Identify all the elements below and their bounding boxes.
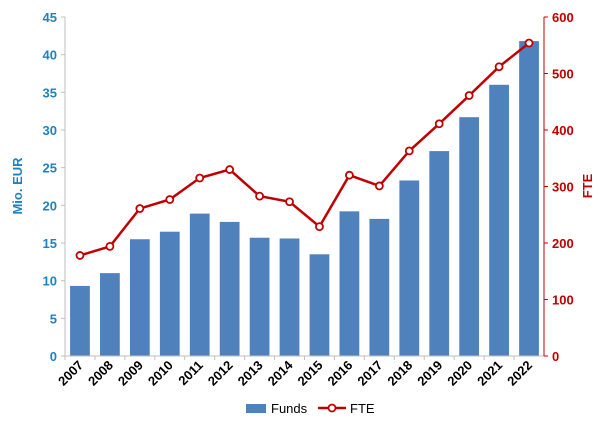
fte-point-2007 <box>75 251 85 260</box>
left-tick-label: 0 <box>50 349 57 364</box>
fte-point-2021 <box>494 62 504 72</box>
x-tick-label-2008: 2008 <box>85 358 116 389</box>
fte-point-2010 <box>165 195 175 204</box>
funds-bar-2015 <box>309 254 330 356</box>
fte-point-2014 <box>285 197 294 207</box>
x-tick-label-2009: 2009 <box>115 358 146 389</box>
right-tick-label: 200 <box>552 236 574 251</box>
fte-point-2019 <box>434 119 444 129</box>
left-tick-label: 20 <box>43 198 57 213</box>
x-tick-label-2007: 2007 <box>55 358 86 389</box>
right-axis-title: FTE <box>580 173 595 198</box>
fte-point-2022 <box>524 38 534 48</box>
x-tick-label-2019: 2019 <box>414 358 445 389</box>
left-tick-label: 15 <box>43 236 57 251</box>
funds-bar-2007 <box>70 285 90 356</box>
x-tick-label-2020: 2020 <box>444 358 475 389</box>
x-tick-label-2011: 2011 <box>175 358 206 389</box>
left-tick-label: 45 <box>43 10 57 25</box>
fte-point-2011 <box>195 173 205 183</box>
x-tick-label-2013: 2013 <box>235 358 266 389</box>
legend-funds-swatch <box>246 404 266 413</box>
x-tick-label-2021: 2021 <box>474 358 505 389</box>
x-tick-label-2016: 2016 <box>324 358 355 389</box>
funds-bar-2019 <box>429 151 450 356</box>
legend: Funds FTE <box>246 401 375 416</box>
right-tick-label: 400 <box>552 123 574 138</box>
right-axis-ticks: 0 100 200 300 400 500 600 <box>543 10 574 364</box>
left-tick-label: 30 <box>43 123 57 138</box>
left-tick-label: 10 <box>43 274 57 289</box>
funds-bar-2011 <box>189 213 210 356</box>
funds-bar-2008 <box>100 273 120 356</box>
legend-funds-label: Funds <box>271 401 308 416</box>
funds-bar-2010 <box>159 231 180 356</box>
funds-bar-2013 <box>249 237 270 356</box>
fte-point-2009 <box>135 204 145 213</box>
funds-bar-2014 <box>279 238 300 356</box>
funds-bars <box>70 41 539 357</box>
legend-fte-label: FTE <box>350 401 375 416</box>
fte-point-2020 <box>464 91 474 100</box>
right-tick-label: 0 <box>552 349 559 364</box>
funds-bar-2017 <box>369 218 390 356</box>
funds-bar-2020 <box>459 117 480 357</box>
funds-bar-2018 <box>399 180 420 356</box>
x-tick-label-2018: 2018 <box>384 358 415 389</box>
left-axis-title: Mio. EUR <box>10 157 25 215</box>
fte-point-2016 <box>345 170 354 180</box>
x-tick-label-2010: 2010 <box>145 358 176 389</box>
x-tick-label-2022: 2022 <box>504 358 535 389</box>
left-axis-ticks: 0 5 10 15 20 25 30 35 40 45 <box>43 10 65 364</box>
fte-point-2013 <box>255 191 264 201</box>
left-tick-label: 25 <box>43 161 57 176</box>
fte-point-2012 <box>225 165 235 174</box>
x-tick-label-2015: 2015 <box>295 358 326 389</box>
x-tick-label-2014: 2014 <box>265 357 297 389</box>
fte-point-2018 <box>404 146 414 156</box>
fte-point-2017 <box>374 181 384 191</box>
funds-bar-2009 <box>129 239 150 356</box>
x-tick-label-2012: 2012 <box>205 358 236 389</box>
legend-fte-marker <box>327 403 337 413</box>
right-tick-label: 300 <box>552 180 574 195</box>
left-tick-label: 40 <box>43 48 57 63</box>
fte-point-2008 <box>105 241 115 251</box>
left-tick-label: 35 <box>43 85 57 100</box>
left-tick-label: 5 <box>50 311 57 326</box>
right-tick-label: 500 <box>552 67 574 82</box>
funds-bar-2021 <box>489 84 509 357</box>
right-tick-label: 100 <box>552 293 574 308</box>
funds-bar-2012 <box>219 221 240 356</box>
fte-line-path <box>79 42 530 257</box>
funds-bar-2022 <box>519 41 539 357</box>
right-tick-label: 600 <box>552 10 574 25</box>
funds-bar-2016 <box>339 211 360 356</box>
x-tick-label-2017: 2017 <box>354 358 385 389</box>
fte-line-series <box>75 38 534 260</box>
fte-point-2015 <box>315 222 324 232</box>
